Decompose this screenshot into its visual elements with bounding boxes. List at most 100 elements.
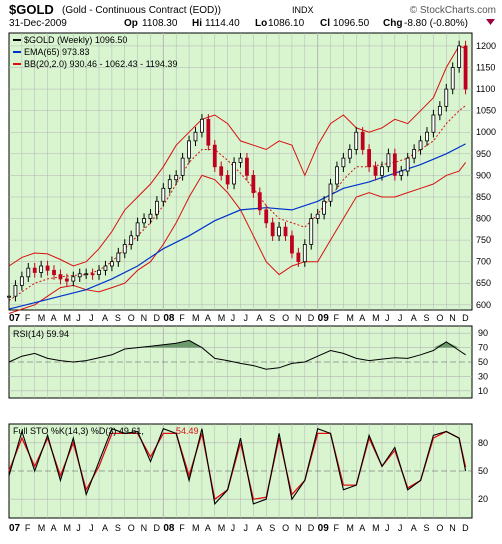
candle-body [354,131,359,150]
candle-body [180,157,185,176]
candle-body [155,200,159,215]
x-tick-label: D [462,523,469,533]
bb-upper-line [8,45,466,267]
y-tick-label: 650 [476,278,491,288]
stoch-k-line [8,427,467,506]
candle-body [245,157,249,176]
candle-body [58,274,63,280]
candle-body [167,179,172,189]
candle-body [418,140,423,150]
y-tick-label: 800 [476,214,491,224]
y-tick-label: 20 [478,494,488,504]
candle-body [32,267,37,273]
x-tick-label: J [231,523,236,533]
x-tick-label: 08 [163,523,175,534]
y-tick-label: 950 [476,149,491,159]
x-tick-label: O [128,523,135,533]
candle-body [463,45,468,90]
candle-body [7,295,11,298]
legend-label: 54.49 [176,426,199,436]
x-tick-label: M [192,523,200,533]
x-tick-label: J [76,523,81,533]
quote-date: 31-Dec-2009 [9,18,67,29]
candle-body [405,157,410,172]
candle-body [437,105,442,116]
candle-body [116,252,121,263]
candle-body [257,192,262,211]
x-tick-label: J [89,523,94,533]
x-tick-label: A [205,313,211,323]
x-tick-label: M [346,523,354,533]
y-tick-label: 600 [476,300,491,310]
candle-body [251,174,256,194]
y-tick-label: 70 [478,343,488,353]
x-tick-label: J [76,313,81,323]
candle-body [129,235,134,245]
x-tick-label: 09 [318,523,330,534]
x-tick-label: N [449,523,456,533]
x-tick-label: O [282,313,289,323]
x-tick-label: F [25,313,31,323]
y-tick-label: 1100 [476,84,495,94]
candle-body [45,265,50,271]
quote-op-label: Op [124,18,138,29]
candle-body [84,273,89,276]
candle-body [380,166,384,176]
legend-label: EMA(65) 973.83 [24,47,90,57]
chart-exchange: INDX [292,5,314,15]
y-tick-label: 10 [478,386,488,396]
y-tick-label: 30 [478,371,488,381]
candle-body [457,45,462,68]
x-tick-label: S [115,523,121,533]
y-tick-label: 50 [478,466,488,476]
candle-body [322,200,326,215]
candle-body [109,261,114,267]
y-tick-label: 80 [478,438,488,448]
candle-body [290,235,294,254]
candle-body [232,162,236,185]
x-axis-bottom: 07 F M A M J J A S O N D 08 F M A M J J A S O N D 09 F M A M J J A S O N D [9,523,469,534]
x-tick-label: M [38,313,46,323]
x-tick-label: A [359,313,365,323]
x-tick-label: A [205,523,211,533]
candle-body [328,183,333,202]
x-tick-label: J [244,523,249,533]
y-tick-label: 1150 [476,63,495,73]
candle-body [103,265,108,271]
candle-body [450,67,455,90]
legend-label: $GOLD (Weekly) 1096.50 [24,35,127,45]
quote-hi-label: Hi [192,18,202,29]
x-tick-label: 07 [9,523,21,534]
x-tick-label: M [372,313,380,323]
candle-body [39,265,44,273]
x-tick-label: A [51,313,57,323]
x-tick-label: 09 [318,313,330,324]
x-tick-label: J [244,313,249,323]
candle-body [71,276,76,282]
candle-body [412,149,417,159]
x-tick-label: D [153,523,160,533]
y-tick-label: 90 [478,328,488,338]
x-tick-label: O [436,313,443,323]
candle-body [341,157,346,168]
candle-body [52,269,56,276]
x-tick-label: J [398,313,403,323]
candle-body [64,278,69,282]
legend-label: RSI(14) 59.94 [13,329,69,339]
y-tick-label: 850 [476,192,491,202]
candle-body [90,273,95,276]
quote-op: 1108.30 [142,18,178,29]
y-tick-label: 1050 [476,106,496,116]
x-tick-label: D [308,313,315,323]
candle-body [367,149,372,168]
stochastic-panel: 80 50 20 Full STO %K(14,3) %D(3) 49.61, 54.4… [8,423,488,519]
legend-label: BB(20,2.0) 930.46 - 1062.43 - 1194.39 [24,59,177,69]
y-tick-label: 700 [476,257,491,267]
x-tick-label: A [256,313,262,323]
x-tick-label: J [89,313,94,323]
x-axis-top: 07 F M A M J J A S O N D 08 F M A M J J A S O N D 09 F M A M J J A S O N D [9,313,469,324]
x-tick-label: D [462,313,469,323]
candle-body [212,144,217,168]
y-tick-label: 900 [476,170,491,180]
